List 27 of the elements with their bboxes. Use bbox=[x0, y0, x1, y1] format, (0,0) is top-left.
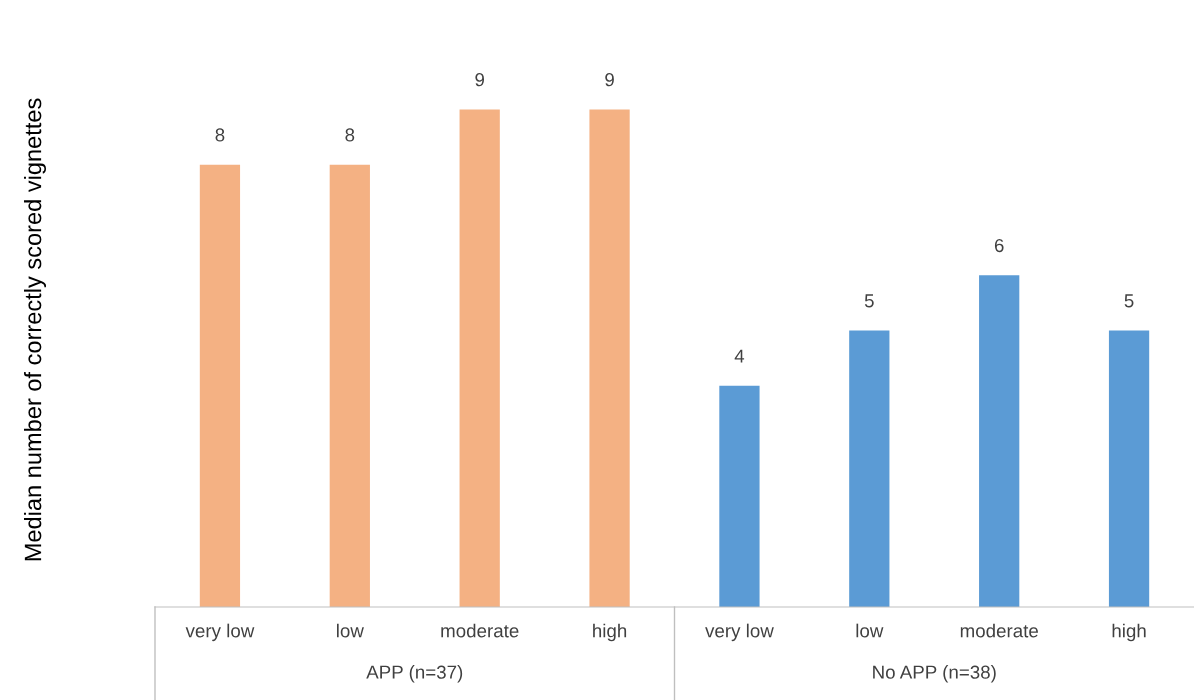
data-label: 5 bbox=[1124, 294, 1134, 308]
bar bbox=[979, 275, 1020, 607]
y-axis-title: Median number of correctly scored vignettes bbox=[24, 98, 47, 561]
bar bbox=[1108, 330, 1150, 607]
bar bbox=[589, 109, 630, 607]
x-tick-label: low bbox=[856, 623, 884, 638]
x-tick-label: very low bbox=[705, 623, 774, 642]
data-label: 9 bbox=[605, 73, 614, 87]
bar bbox=[849, 330, 890, 607]
data-label: 6 bbox=[994, 238, 1004, 253]
data-label: 9 bbox=[475, 73, 485, 87]
x-tick-label: moderate bbox=[441, 623, 519, 638]
text: APP (n=37) bbox=[366, 665, 463, 683]
bar bbox=[199, 164, 241, 607]
bar bbox=[329, 164, 370, 607]
x-tick-label: moderate bbox=[960, 623, 1038, 638]
x-tick-label: high bbox=[1112, 623, 1146, 642]
data-label: 8 bbox=[215, 128, 225, 142]
text: No APP (n=38) bbox=[873, 665, 996, 683]
bar bbox=[719, 385, 760, 607]
data-label: 4 bbox=[734, 349, 745, 363]
x-tick-label: very low bbox=[185, 623, 255, 642]
bar bbox=[459, 109, 500, 607]
x-tick-label: high bbox=[593, 623, 627, 642]
data-label: 8 bbox=[345, 128, 355, 142]
x-tick-label: low bbox=[337, 623, 364, 638]
data-label: 5 bbox=[864, 294, 874, 308]
